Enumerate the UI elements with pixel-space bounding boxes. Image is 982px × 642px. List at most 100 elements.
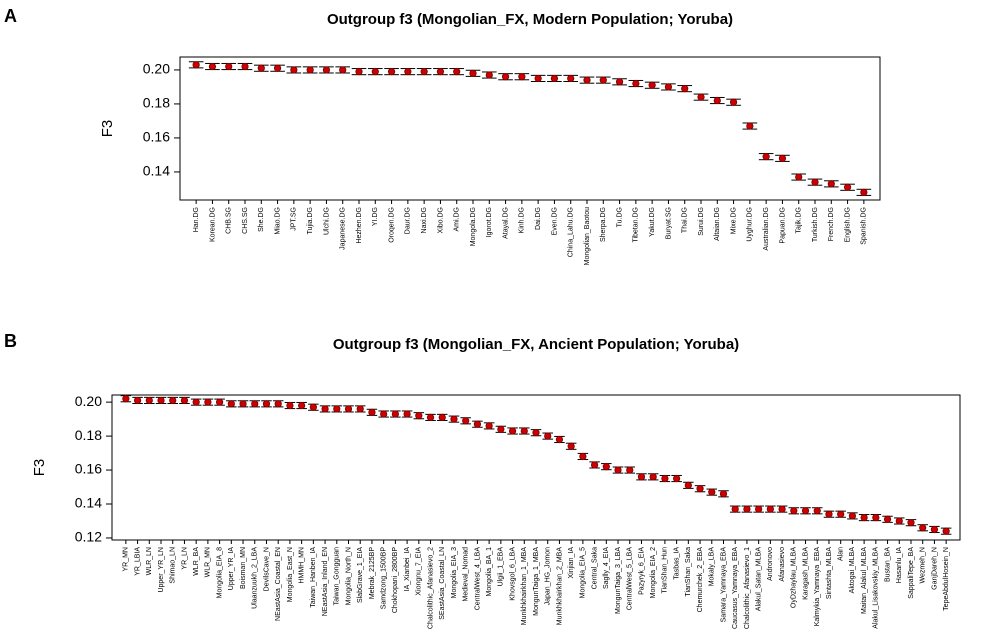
x-tick-label: TianShan_Saka: [685, 547, 692, 597]
point: [415, 412, 423, 420]
point: [766, 505, 774, 513]
point: [241, 62, 249, 71]
y-tick-label: 0.12: [75, 529, 102, 545]
x-tick-label: Buryat.SG: [665, 207, 672, 239]
x-tick-label: Mongolia_EIA_5: [580, 547, 587, 598]
plot-frame: [179, 56, 881, 201]
chart-title: Outgroup f3 (Mongolian_FX, Modern Popula…: [327, 11, 733, 28]
point: [615, 78, 624, 86]
x-tick-label: Tujia.DG: [307, 207, 314, 234]
point: [133, 396, 142, 405]
y-tick-label: 0.14: [75, 495, 102, 511]
point: [157, 396, 165, 405]
point: [485, 422, 493, 430]
x-tick-label: Spanish.DG: [861, 207, 868, 245]
point: [322, 66, 331, 74]
x-tick-label: Khovsgol_6_LBA: [509, 547, 516, 601]
point: [544, 432, 552, 440]
x-tick-label: Yakut.DG: [649, 207, 656, 237]
point: [355, 68, 363, 76]
point: [930, 525, 939, 534]
point: [801, 507, 810, 515]
x-tick-label: Korean.DG: [209, 207, 216, 242]
x-tick-label: MongunTaiga_1_MBA: [533, 547, 540, 616]
point: [743, 505, 751, 513]
point: [795, 173, 803, 181]
x-tick-label: GanjDareh_N: [931, 547, 938, 590]
x-tick-label: Mongolia_EIA_2: [650, 547, 657, 598]
y-tick-label: 0.18: [75, 427, 102, 443]
x-tick-label: Mixe.DG: [730, 207, 737, 234]
point: [436, 68, 445, 76]
x-tick-label: Upper_YR_LN: [158, 547, 165, 593]
x-tick-label: Ami.DG: [454, 207, 461, 232]
point: [469, 69, 477, 77]
point: [227, 400, 235, 408]
point: [762, 153, 770, 161]
x-tick-label: Mongolia_North_N: [345, 547, 352, 605]
x-tick-label: Xibo.DG: [437, 207, 444, 233]
x-tick-label: Medieval_Nomad: [463, 547, 470, 602]
x-tick-label: Shimao_LN: [170, 547, 177, 584]
point: [626, 466, 634, 474]
x-tick-label: CentralWest_5_LBA: [627, 547, 634, 611]
chart-title: Outgroup f3 (Mongolian_FX, Ancient Popul…: [333, 336, 739, 353]
x-tick-label: Turkish.DG: [812, 207, 819, 242]
x-tick-label: WLR_LN: [146, 547, 153, 575]
point: [403, 410, 411, 418]
panel-label: A: [4, 6, 17, 26]
point: [681, 85, 689, 93]
x-tick-label: She.DG: [258, 207, 265, 232]
point: [356, 405, 364, 413]
point: [298, 401, 306, 410]
x-tick-label: CentralWest_4_LBA: [474, 547, 481, 611]
x-tick-label: Karagash_MLBA: [802, 547, 809, 600]
point: [404, 68, 412, 76]
point: [825, 510, 833, 518]
x-tick-label: SappaliTepe_BA: [908, 547, 915, 599]
x-tick-label: Central_Saka: [591, 547, 598, 590]
x-tick-label: Dai.DG: [535, 207, 542, 230]
x-tick-label: Munkhkhairkhan_1_MBA: [521, 547, 528, 626]
x-tick-label: Naxi.DG: [421, 207, 428, 233]
x-tick-label: Surui.DG: [698, 207, 705, 236]
point: [204, 398, 212, 406]
point: [169, 396, 177, 405]
x-tick-label: Japan_HG_Jomon: [545, 547, 552, 605]
panel-label: B: [4, 331, 17, 351]
x-tick-label: Taiwan_Gongguan: [334, 547, 341, 605]
x-tick-label: SlabGrave_1_EIA: [357, 547, 364, 603]
x-tick-label: Mongola.DG: [470, 207, 477, 246]
point: [567, 442, 575, 450]
point: [648, 81, 656, 89]
point: [731, 505, 739, 513]
point: [813, 507, 821, 515]
x-tick-label: Andronovo: [767, 547, 774, 581]
point: [673, 474, 681, 483]
point: [729, 98, 738, 106]
x-tick-label: Mongolia_EIA_3: [451, 547, 458, 598]
x-tick-label: CHB.SG: [226, 207, 233, 234]
point: [239, 400, 247, 408]
x-tick-label: Ulaanzuukh_2_LBA: [252, 547, 259, 609]
point: [550, 74, 559, 83]
point: [713, 96, 721, 105]
point: [290, 66, 298, 74]
point: [555, 435, 564, 444]
point: [306, 66, 314, 74]
x-tick-label: DevilsCave_N: [263, 547, 270, 591]
point: [661, 474, 669, 483]
point: [790, 507, 798, 515]
x-tick-label: Chalcolithic_Afanasievo_2: [427, 547, 434, 629]
point: [860, 513, 868, 522]
x-tick-label: CHS.SG: [242, 207, 249, 234]
x-tick-label: Mongolia_East_N: [287, 547, 294, 602]
x-tick-label: YR_MN: [123, 547, 130, 572]
x-tick-label: YR_LN: [181, 547, 188, 570]
y-tick-label: 0.16: [75, 461, 102, 477]
point: [872, 513, 880, 522]
x-tick-label: Taiwan_Hanben_IA: [310, 547, 317, 608]
x-tick-label: Japanese.DG: [340, 207, 347, 250]
x-tick-label: Munkhkhairkhan_2_MBA: [556, 547, 563, 626]
